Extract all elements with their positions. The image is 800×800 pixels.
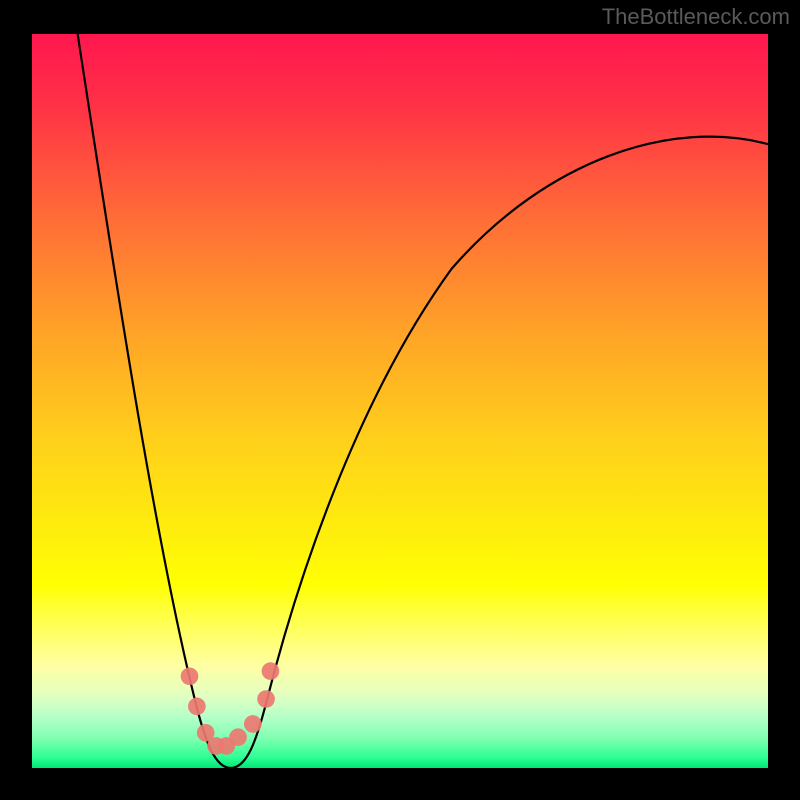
bottleneck-curve — [32, 34, 768, 768]
marker-point — [257, 690, 275, 708]
watermark-text: TheBottleneck.com — [602, 4, 790, 30]
marker-point — [262, 662, 280, 680]
marker-point — [244, 715, 262, 733]
marker-point — [229, 728, 247, 746]
marker-point — [181, 667, 199, 685]
marker-point — [188, 698, 206, 716]
plot-area — [32, 34, 768, 768]
